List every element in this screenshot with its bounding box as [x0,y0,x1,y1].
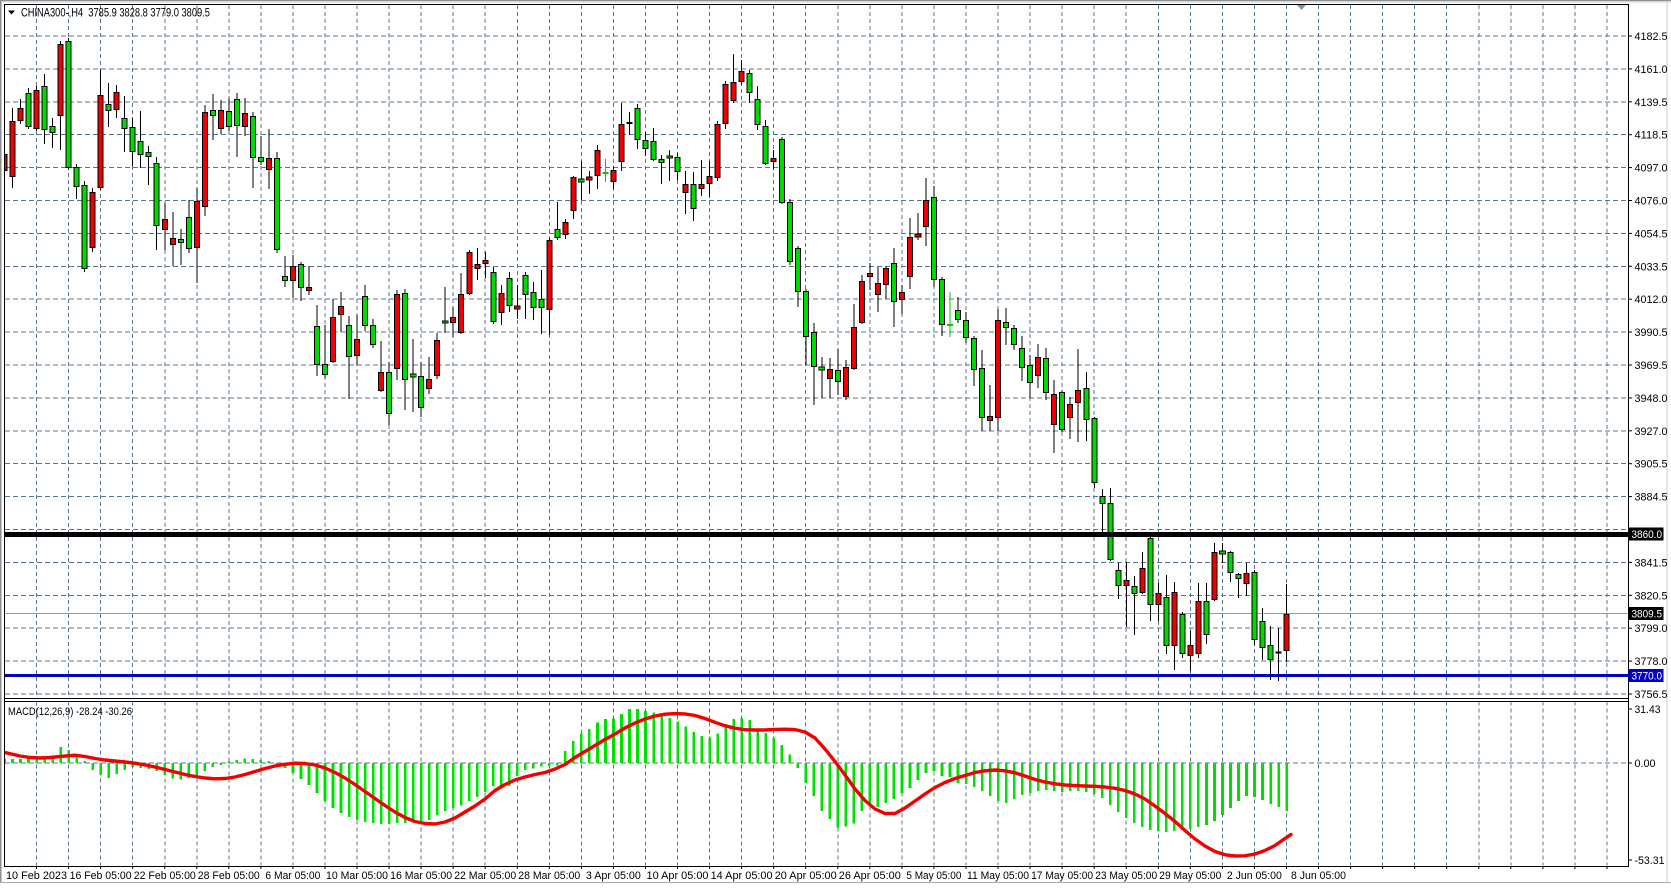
svg-text:29 May 05:00: 29 May 05:00 [1159,870,1221,882]
svg-text:10 Feb 2023: 10 Feb 2023 [6,870,67,882]
svg-text:0.00: 0.00 [1635,758,1656,770]
svg-text:CHINA300-,H4 3785.9 3828.8 37: CHINA300-,H4 3785.9 3828.8 3779.0 3809.5 [21,8,210,20]
svg-text:3860.0: 3860.0 [1632,529,1663,541]
svg-text:10 Apr 05:00: 10 Apr 05:00 [647,870,709,882]
svg-text:3809.5: 3809.5 [1632,609,1663,621]
svg-text:26 Apr 05:00: 26 Apr 05:00 [839,870,901,882]
svg-text:14 Apr 05:00: 14 Apr 05:00 [711,870,773,882]
svg-text:22 Mar 05:00: 22 Mar 05:00 [454,870,516,882]
svg-text:3905.5: 3905.5 [1635,459,1668,471]
svg-text:6 Mar 05:00: 6 Mar 05:00 [265,870,320,882]
svg-text:22 Feb 05:00: 22 Feb 05:00 [134,870,196,882]
svg-text:31.43: 31.43 [1635,704,1661,716]
svg-text:3778.0: 3778.0 [1635,656,1668,668]
svg-text:2 Jun 05:00: 2 Jun 05:00 [1227,870,1282,882]
svg-text:28 Mar 05:00: 28 Mar 05:00 [518,870,580,882]
svg-text:-53.31: -53.31 [1635,855,1665,867]
svg-text:4012.0: 4012.0 [1635,294,1668,306]
svg-text:4054.5: 4054.5 [1635,228,1668,240]
svg-text:23 May 05:00: 23 May 05:00 [1095,870,1157,882]
svg-text:16 Feb 05:00: 16 Feb 05:00 [70,870,132,882]
svg-text:3799.0: 3799.0 [1635,623,1668,635]
svg-text:11 May 05:00: 11 May 05:00 [967,870,1029,882]
svg-text:3 Apr 05:00: 3 Apr 05:00 [586,870,641,882]
svg-text:3884.5: 3884.5 [1635,492,1668,504]
svg-text:4097.0: 4097.0 [1635,163,1668,175]
svg-text:3841.5: 3841.5 [1635,557,1668,569]
svg-text:16 Mar 05:00: 16 Mar 05:00 [390,870,452,882]
svg-text:4118.5: 4118.5 [1635,130,1668,142]
svg-text:28 Feb 05:00: 28 Feb 05:00 [198,870,260,882]
svg-text:10 Mar 05:00: 10 Mar 05:00 [326,870,388,882]
svg-text:3990.5: 3990.5 [1635,327,1668,339]
svg-text:4033.5: 4033.5 [1635,261,1668,273]
svg-text:4076.0: 4076.0 [1635,196,1668,208]
svg-text:MACD(12,26,9) -28.24 -30.26: MACD(12,26,9) -28.24 -30.26 [8,706,132,718]
svg-text:3948.0: 3948.0 [1635,393,1668,405]
svg-text:4182.5: 4182.5 [1635,31,1668,43]
svg-text:3770.0: 3770.0 [1632,671,1663,683]
svg-text:4161.0: 4161.0 [1635,64,1668,76]
svg-text:20 Apr 05:00: 20 Apr 05:00 [775,870,837,882]
svg-text:4139.5: 4139.5 [1635,97,1668,109]
svg-text:3927.0: 3927.0 [1635,426,1668,438]
svg-text:3820.5: 3820.5 [1635,590,1668,602]
svg-text:3756.5: 3756.5 [1635,689,1668,701]
svg-text:8 Jun 05:00: 8 Jun 05:00 [1291,870,1346,882]
svg-text:17 May 05:00: 17 May 05:00 [1031,870,1093,882]
svg-text:3969.5: 3969.5 [1635,360,1668,372]
svg-text:5 May 05:00: 5 May 05:00 [906,870,961,882]
